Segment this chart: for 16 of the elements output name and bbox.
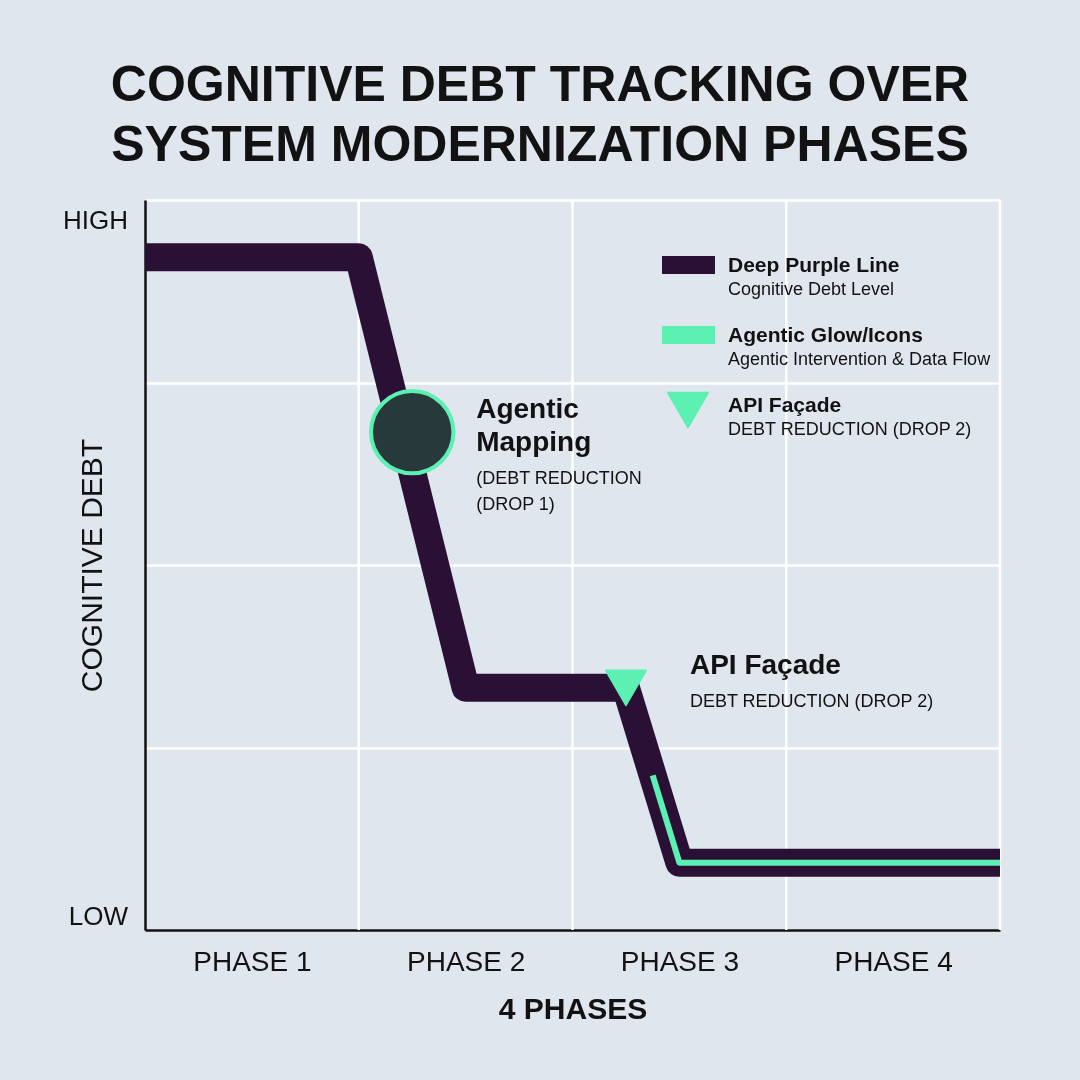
- x-tick-label: PHASE 2: [406, 945, 526, 977]
- chart-title: COGNITIVE DEBT TRACKING OVER SYSTEM MODERNIZATION PHASES: [110, 55, 970, 172]
- legend-label: Agentic Glow/Icons Agentic Intervention & Data Flow: [728, 323, 992, 369]
- annotation: DEBT REDUCTION (DROP 2): [689, 690, 934, 711]
- x-tick-label: PHASE 1: [193, 945, 312, 977]
- annotation: API Façade: [689, 648, 841, 680]
- annotation: Agentic Mapping: [476, 393, 592, 458]
- x-tick-label: PHASE 4: [834, 945, 953, 977]
- x-tick-label: PHASE 3: [620, 945, 740, 977]
- text: LOW: [68, 901, 129, 931]
- x-axis-title: 4 PHASES: [498, 991, 648, 1025]
- legend-label: Deep Purple Line Cognitive Debt Level: [728, 253, 900, 299]
- legend-label: API Façade DEBT REDUCTION (DROP 2): [728, 393, 972, 439]
- annotation: (DEBT REDUCTION (DROP 1): [476, 468, 642, 515]
- text: HIGH: [63, 205, 128, 235]
- y-axis-title: COGNITIVE DEBT: [74, 438, 108, 693]
